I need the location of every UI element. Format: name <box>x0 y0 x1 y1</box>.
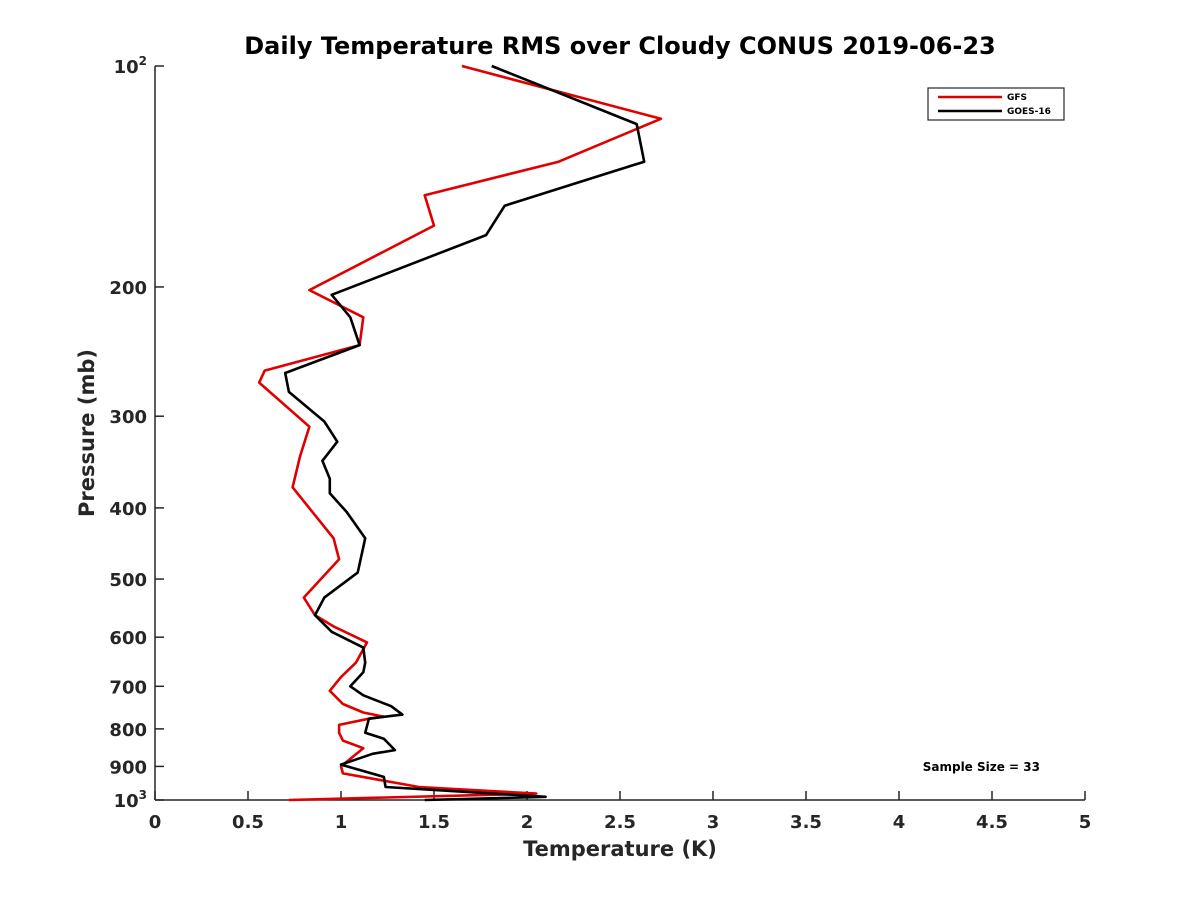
x-tick-label: 0.5 <box>232 812 264 833</box>
y-tick-label-base: 10 <box>114 791 139 812</box>
x-tick-label: 4 <box>893 812 906 833</box>
y-tick-label: 500 <box>109 570 147 591</box>
y-tick-label-base: 400 <box>109 499 147 520</box>
y-tick-label-base: 300 <box>109 407 147 428</box>
y-tick-label-base: 700 <box>109 677 147 698</box>
x-tick-label: 1 <box>335 812 348 833</box>
y-tick-label-base: 200 <box>109 278 147 299</box>
legend: GFS GOES-16 <box>927 87 1065 121</box>
y-tick-label: 900 <box>109 757 147 778</box>
x-tick-label: 3 <box>707 812 720 833</box>
x-tick-label: 4.5 <box>976 812 1008 833</box>
x-tick-label: 0 <box>149 812 162 833</box>
legend-box <box>927 87 1065 121</box>
series-line-goes-16 <box>283 64 646 802</box>
x-axis-label: Temperature (K) <box>523 837 717 861</box>
chart-title: Daily Temperature RMS over Cloudy CONUS … <box>244 32 996 60</box>
y-tick-label: 700 <box>109 677 147 698</box>
y-tick-label: 103 <box>114 788 147 812</box>
y-tick-label: 600 <box>109 628 147 649</box>
y-tick-label-base: 800 <box>109 720 147 741</box>
y-tick-label: 102 <box>114 54 147 78</box>
series-group <box>257 64 663 802</box>
legend-label: GOES-16 <box>1007 107 1051 117</box>
x-tick-label: 2 <box>521 812 534 833</box>
sample-size-annotation: Sample Size = 33 <box>923 760 1040 774</box>
y-tick-label-base: 600 <box>109 628 147 649</box>
y-tick-label-base: 900 <box>109 757 147 778</box>
y-tick-label-base: 500 <box>109 570 147 591</box>
y-tick-label: 200 <box>109 278 147 299</box>
y-tick-label: 800 <box>109 720 147 741</box>
x-tick-label: 3.5 <box>790 812 822 833</box>
y-tick-label: 400 <box>109 499 147 520</box>
y-tick-label-exponent: 2 <box>139 54 147 68</box>
y-tick-label: 300 <box>109 407 147 428</box>
x-tick-label: 5 <box>1079 812 1092 833</box>
y-tick-label-base: 10 <box>114 57 139 78</box>
x-tick-label: 1.5 <box>418 812 450 833</box>
y-axis-label: Pressure (mb) <box>75 349 99 517</box>
series-line-gfs <box>257 64 663 802</box>
y-tick-label-exponent: 3 <box>139 788 147 802</box>
x-tick-label: 2.5 <box>604 812 636 833</box>
x-ticks: 0 0.5 1 1.5 2 2.5 3 3.5 4 4.5 5 <box>149 791 1092 833</box>
legend-label: GFS <box>1007 93 1027 103</box>
